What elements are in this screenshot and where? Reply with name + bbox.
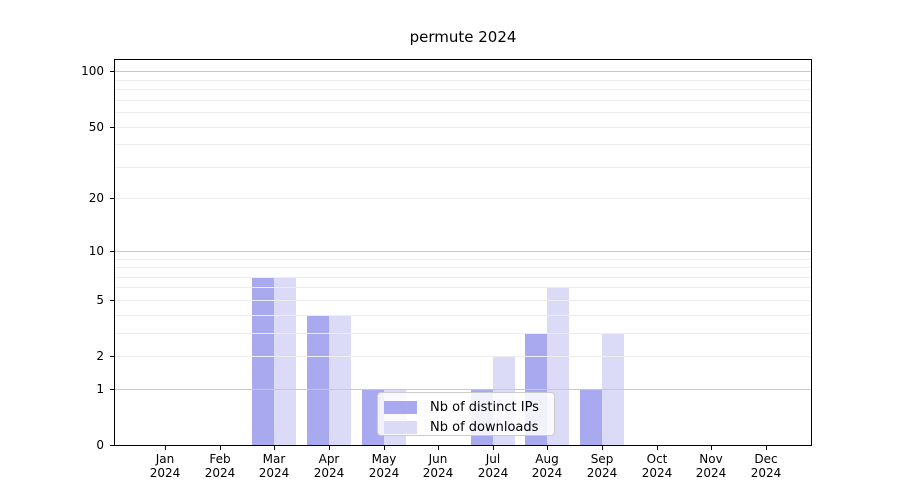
x-tick-label: Jun 2024 [410, 452, 466, 480]
y-axis-tick [110, 445, 114, 446]
y-axis-tick [110, 300, 114, 301]
y-tick-label: 20 [88, 191, 104, 205]
x-tick-label: Dec 2024 [738, 452, 794, 480]
minor-gridline [115, 333, 811, 334]
x-axis-tick [329, 446, 330, 450]
x-tick-label-month: Sep [590, 452, 614, 466]
x-tick-label-month: Jul [485, 452, 501, 466]
x-tick-label: Aug 2024 [519, 452, 575, 480]
x-axis-tick [602, 446, 603, 450]
major-gridline [115, 389, 811, 390]
x-tick-label: Nov 2024 [683, 452, 739, 480]
x-axis-tick [766, 446, 767, 450]
x-tick-label-year: 2024 [258, 465, 290, 480]
x-axis-tick [165, 446, 166, 450]
x-tick-label-month: Mar [262, 452, 286, 466]
y-axis-tick [110, 356, 114, 357]
y-axis-tick [110, 251, 114, 252]
x-tick-label-year: 2024 [531, 465, 563, 480]
minor-gridline [115, 198, 811, 199]
x-tick-label: Oct 2024 [629, 452, 685, 480]
x-tick-label-year: 2024 [586, 465, 618, 480]
minor-gridline [115, 300, 811, 301]
x-tick-label-year: 2024 [641, 465, 673, 480]
y-tick-label: 1 [96, 382, 104, 396]
x-tick-label: Feb 2024 [192, 452, 248, 480]
x-tick-label: Sep 2024 [574, 452, 630, 480]
x-axis-tick [493, 446, 494, 450]
minor-gridline [115, 259, 811, 260]
y-tick-label: 10 [88, 244, 104, 258]
bar [328, 314, 351, 445]
y-tick-label: 50 [88, 120, 104, 134]
minor-gridline [115, 127, 811, 128]
x-axis-tick [547, 446, 548, 450]
x-tick-label-month: Dec [754, 452, 778, 466]
x-axis-tick [274, 446, 275, 450]
x-tick-label-month: Oct [646, 452, 668, 466]
x-axis-tick [438, 446, 439, 450]
legend-label: Nb of downloads [430, 420, 539, 435]
x-tick-label: Apr 2024 [301, 452, 357, 480]
x-tick-label-year: 2024 [750, 465, 782, 480]
x-tick-label-year: 2024 [313, 465, 345, 480]
minor-gridline [115, 112, 811, 113]
major-gridline [115, 71, 811, 72]
y-tick-label: 2 [96, 349, 104, 363]
legend: Nb of distinct IPs Nb of downloads [377, 392, 555, 436]
minor-gridline [115, 315, 811, 316]
bar [274, 276, 297, 445]
minor-gridline [115, 89, 811, 90]
x-axis-tick [220, 446, 221, 450]
x-tick-label-month: Nov [699, 452, 723, 466]
x-axis-tick [384, 446, 385, 450]
x-tick-label-month: Feb [209, 452, 231, 466]
y-tick-label: 5 [96, 293, 104, 307]
legend-swatch [384, 421, 417, 434]
legend-label: Nb of distinct IPs [430, 400, 539, 415]
x-tick-label-month: May [371, 452, 397, 466]
y-axis-tick [110, 127, 114, 128]
x-axis-tick [711, 446, 712, 450]
bar [252, 276, 275, 445]
legend-swatch [384, 401, 417, 414]
x-axis-tick [657, 446, 658, 450]
minor-gridline [115, 356, 811, 357]
minor-gridline [115, 80, 811, 81]
x-tick-label-year: 2024 [149, 465, 181, 480]
minor-gridline [115, 100, 811, 101]
x-tick-label-year: 2024 [422, 465, 454, 480]
y-axis-tick [110, 71, 114, 72]
x-tick-label: Jul 2024 [465, 452, 521, 480]
x-tick-label-month: Jun [428, 452, 448, 466]
plot-area [114, 59, 812, 446]
x-tick-label-month: Jan [155, 452, 175, 466]
y-axis-tick [110, 389, 114, 390]
legend-item: Nb of downloads [384, 421, 546, 434]
minor-gridline [115, 277, 811, 278]
bar [306, 314, 329, 445]
x-tick-label-year: 2024 [204, 465, 236, 480]
x-tick-label-month: Aug [535, 452, 559, 466]
legend-item: Nb of distinct IPs [384, 401, 546, 414]
major-gridline [115, 251, 811, 252]
x-tick-label: May 2024 [356, 452, 412, 480]
y-tick-label: 0 [96, 438, 104, 452]
chart-title: permute 2024 [409, 28, 517, 46]
bar [602, 332, 625, 445]
x-tick-label-year: 2024 [368, 465, 400, 480]
bar [580, 388, 603, 445]
minor-gridline [115, 167, 811, 168]
x-tick-label-year: 2024 [695, 465, 727, 480]
minor-gridline [115, 144, 811, 145]
y-tick-label: 100 [81, 64, 104, 78]
x-tick-label: Jan 2024 [137, 452, 193, 480]
minor-gridline [115, 287, 811, 288]
x-tick-label-month: Apr [318, 452, 340, 466]
x-tick-label-year: 2024 [477, 465, 509, 480]
x-tick-label: Mar 2024 [246, 452, 302, 480]
minor-gridline [115, 267, 811, 268]
y-axis-tick [110, 198, 114, 199]
